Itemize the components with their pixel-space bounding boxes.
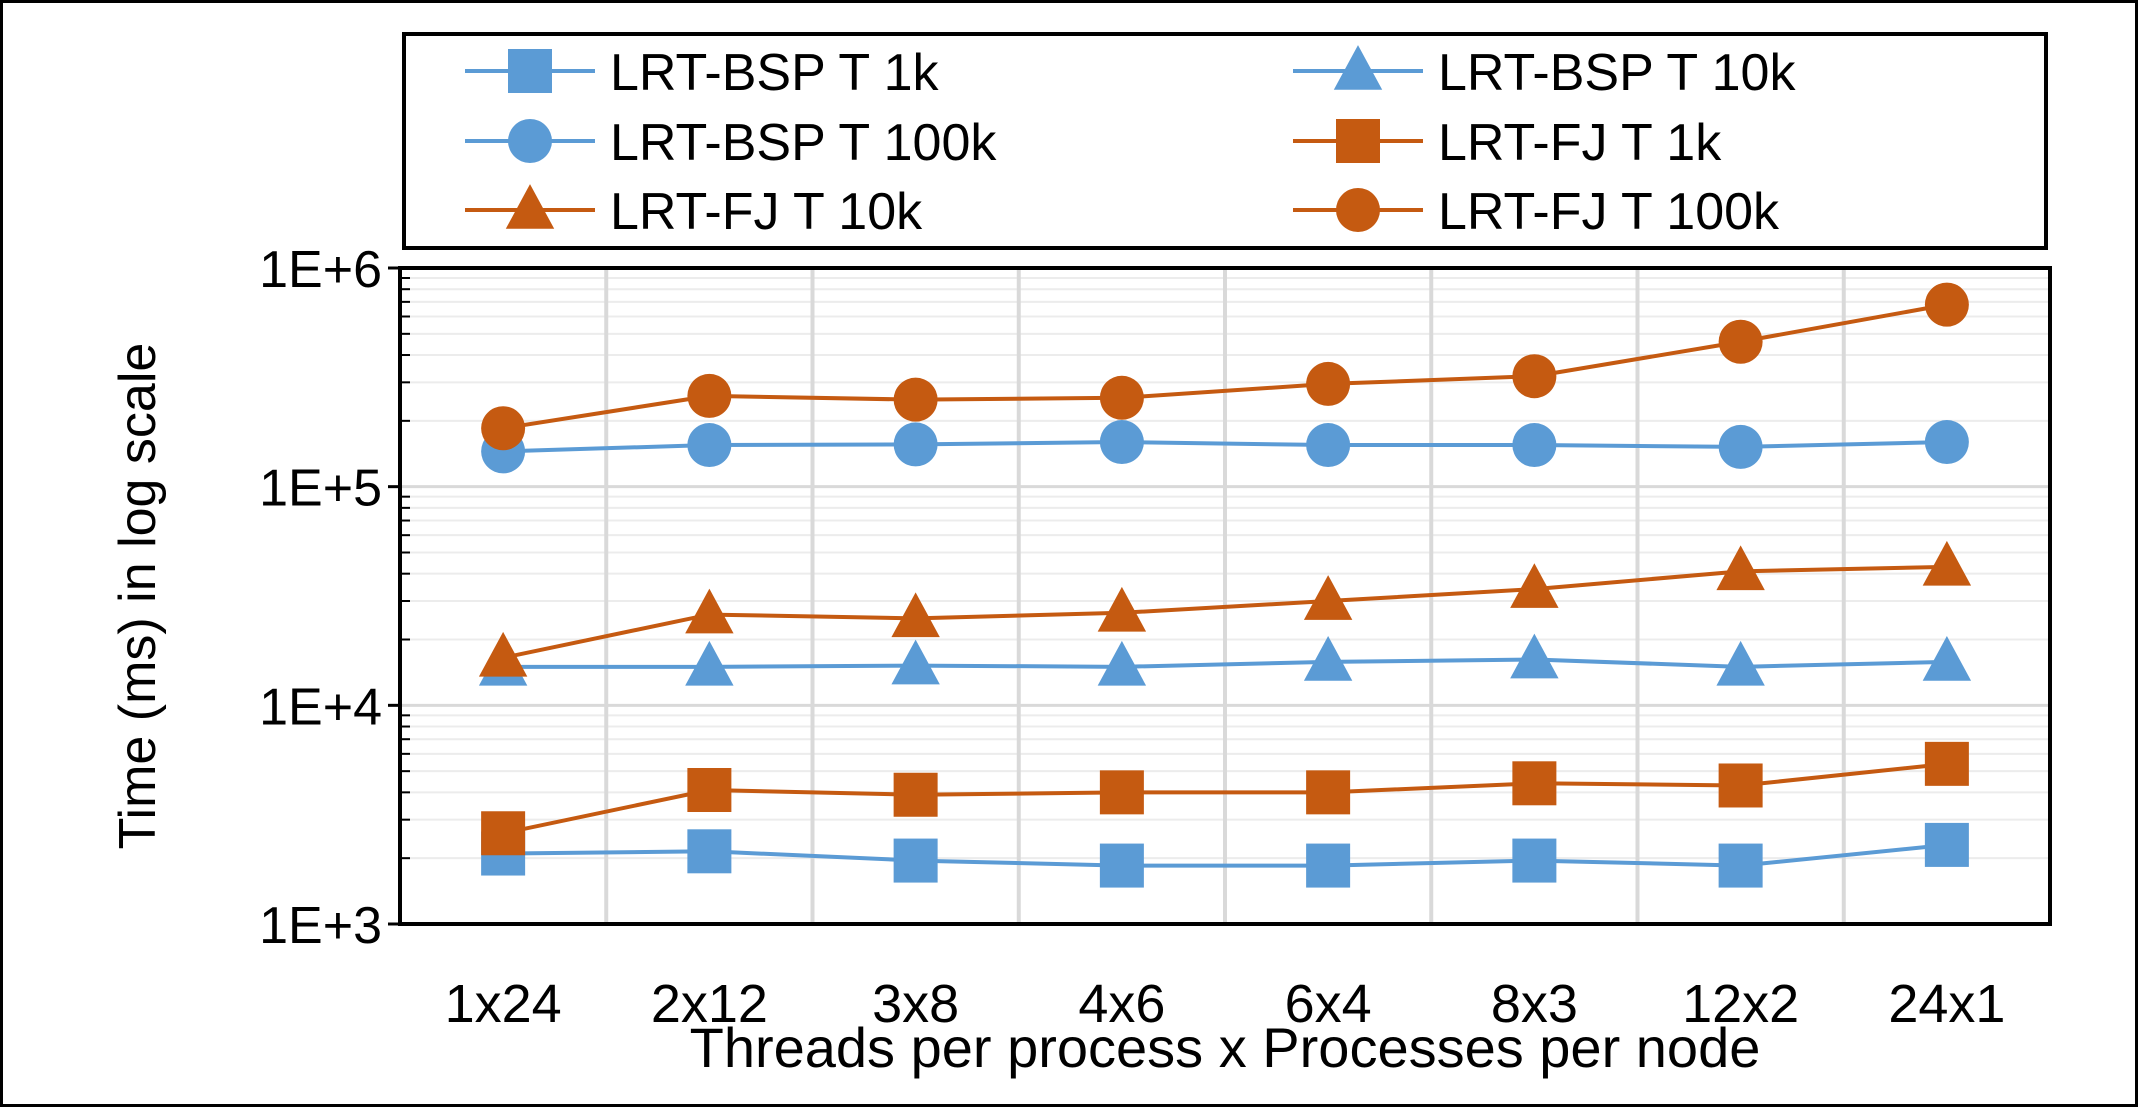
legend-label: LRT-FJ T 10k	[610, 183, 923, 241]
data-point-triangle	[1510, 633, 1559, 679]
data-point-square	[893, 772, 938, 817]
x-tick-label: 6x4	[1285, 974, 1372, 1034]
legend-item: LRT-BSP T 10k	[1293, 44, 1796, 102]
legend-item: LRT-BSP T 100k	[465, 114, 997, 172]
data-point-square	[1512, 761, 1557, 806]
data-point-triangle	[1716, 545, 1765, 591]
x-tick-label: 12x2	[1682, 974, 1799, 1034]
data-point-circle	[1512, 423, 1557, 468]
x-axis-label: Threads per process x Processes per node	[690, 1016, 1761, 1079]
data-point-square	[1718, 763, 1763, 808]
x-tick-label: 3x8	[872, 974, 959, 1034]
series-lrt-fj-t-100k	[481, 282, 1969, 451]
data-point-circle	[687, 423, 732, 468]
data-point-square	[481, 811, 526, 856]
y-axis-label: Time (ms) in log scale	[109, 343, 167, 850]
data-point-square	[1306, 770, 1351, 815]
series-line	[503, 440, 1947, 454]
x-tick-label: 1x24	[445, 974, 562, 1034]
tick-layer: 1E+3 1E+4 1E+5 1E+6 1x24 2x12 3x8 4x6 6x4 8x3 12x2…	[259, 241, 2005, 1034]
data-point-circle	[687, 373, 732, 418]
legend-marker-triangle	[505, 184, 555, 229]
x-tick-label: 8x3	[1491, 974, 1578, 1034]
data-point-triangle	[1510, 563, 1559, 608]
legend-label: LRT-FJ T 1k	[1438, 114, 1722, 172]
legend-label: LRT-BSP T 10k	[1438, 44, 1796, 102]
legend-marker-circle	[1336, 188, 1380, 232]
data-point-circle	[893, 422, 938, 467]
data-point-square	[893, 838, 938, 883]
legend-box	[402, 32, 2048, 250]
legend-item: LRT-BSP T 1k	[465, 44, 940, 102]
data-point-triangle	[685, 640, 734, 686]
series-lrt-fj-t-1k	[481, 741, 1969, 856]
data-point-square	[1099, 843, 1144, 888]
data-point-square	[1512, 838, 1557, 883]
series-lrt-bsp-t-100k	[481, 420, 1969, 474]
legend-item: LRT-FJ T 100k	[1293, 183, 1780, 241]
data-point-triangle	[1097, 586, 1147, 632]
x-tick-label: 4x6	[1078, 974, 1165, 1034]
data-point-square	[687, 829, 732, 874]
data-point-circle	[1099, 375, 1144, 420]
data-point-triangle	[891, 592, 940, 638]
data-point-square	[1099, 770, 1144, 815]
data-point-triangle	[1097, 640, 1147, 686]
plot-area-border	[398, 266, 2052, 926]
data-point-square	[687, 768, 732, 813]
data-point-triangle	[478, 631, 528, 677]
data-point-circle	[893, 377, 938, 422]
x-tick-label: 2x12	[651, 974, 768, 1034]
data-point-square	[1924, 741, 1969, 786]
data-point-triangle	[1922, 635, 1972, 681]
data-point-circle	[1924, 282, 1969, 327]
legend-marker-circle	[508, 119, 552, 163]
series-line	[502, 302, 1948, 431]
legend-item: LRT-FJ T 10k	[465, 183, 923, 241]
data-point-circle	[481, 406, 526, 451]
series-line	[503, 842, 1948, 868]
series-line	[502, 564, 1947, 660]
series-lrt-bsp-t-1k	[481, 822, 1969, 888]
data-point-triangle	[1303, 635, 1353, 681]
y-tick-label: 1E+5	[259, 460, 382, 518]
legend-label: LRT-BSP T 1k	[610, 44, 940, 102]
data-point-circle	[1718, 424, 1763, 469]
legend-marker-triangle	[1333, 45, 1383, 90]
y-tick-label: 1E+4	[259, 678, 382, 736]
data-point-circle	[1512, 354, 1557, 399]
data-point-triangle	[891, 639, 940, 685]
legend: LRT-BSP T 1k LRT-BSP T 10k LRT-BSP T 100k L…	[402, 32, 2048, 250]
y-tick-label: 1E+3	[259, 897, 382, 955]
series-line	[503, 657, 1947, 669]
data-point-square	[1306, 843, 1351, 888]
grid-layer	[400, 266, 2050, 926]
legend-marker-square	[508, 49, 552, 93]
data-point-circle	[1099, 420, 1144, 465]
data-point-triangle	[1716, 640, 1765, 686]
data-point-circle	[1718, 319, 1763, 364]
legend-label: LRT-BSP T 100k	[610, 114, 997, 172]
y-tick-label: 1E+6	[259, 241, 382, 299]
legend-marker-square	[1336, 119, 1380, 163]
series-layer	[478, 282, 1972, 888]
legend-item: LRT-FJ T 1k	[1293, 114, 1722, 172]
x-tick-label: 24x1	[1888, 974, 2005, 1034]
legend-label: LRT-FJ T 100k	[1438, 183, 1780, 241]
data-point-square	[1924, 822, 1969, 867]
series-lrt-fj-t-10k	[478, 540, 1972, 677]
data-point-triangle	[685, 588, 734, 634]
data-point-square	[1718, 843, 1763, 888]
data-point-triangle	[1922, 540, 1972, 586]
data-point-circle	[1924, 420, 1969, 465]
data-point-circle	[1306, 423, 1351, 468]
series-line	[502, 761, 1948, 836]
data-point-triangle	[1303, 575, 1353, 620]
data-point-circle	[1306, 361, 1351, 406]
